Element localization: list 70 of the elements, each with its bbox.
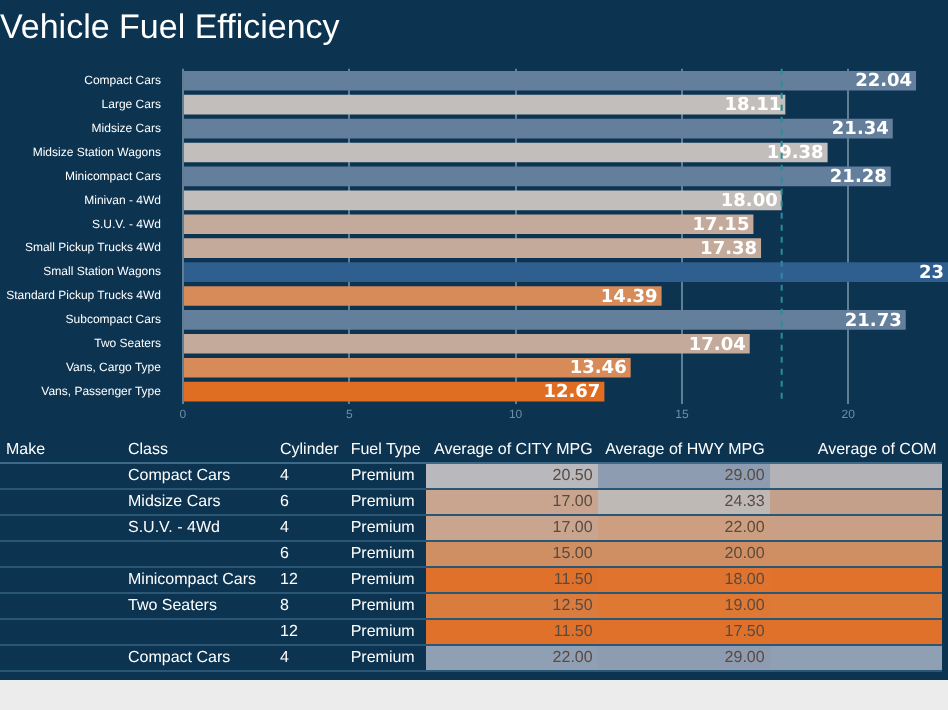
text: 15.00 <box>552 544 593 562</box>
text: 4 <box>280 466 289 484</box>
category-label: Average of HWY MPG <box>598 438 771 463</box>
text: 17.00 <box>552 518 593 536</box>
data-label: 19.38 <box>766 144 824 165</box>
text: 18.00 <box>724 570 765 588</box>
text: Premium <box>350 544 415 562</box>
bar <box>183 357 631 378</box>
text: 20.50 <box>552 466 593 484</box>
text: 12.50 <box>552 596 593 614</box>
data-label: 17.15 <box>692 215 750 236</box>
category-label: Class <box>122 438 274 463</box>
text: 6 <box>280 492 289 510</box>
text: 20.00 <box>724 544 765 562</box>
text: 4 <box>280 648 289 666</box>
text: Premium <box>350 622 415 640</box>
bar <box>183 381 605 402</box>
category-label: Make <box>0 438 122 463</box>
text: 29.00 <box>724 466 765 484</box>
text: 22.00 <box>724 518 765 536</box>
data-label: 17.04 <box>688 335 746 356</box>
data-label: 21.73 <box>844 311 902 332</box>
category-label: Cylinder <box>274 438 345 463</box>
text: 29.00 <box>724 648 765 666</box>
text: Premium <box>350 492 415 510</box>
data-label: 22.04 <box>855 72 913 93</box>
text: 6 <box>280 544 289 562</box>
text: Premium <box>350 648 415 666</box>
text: Premium <box>350 570 415 588</box>
bar <box>183 94 786 115</box>
text: Compact Cars <box>128 648 231 666</box>
text: 17.00 <box>552 492 593 510</box>
bar <box>183 286 662 306</box>
data-label: 21.34 <box>831 120 889 141</box>
text: 22.00 <box>552 648 593 666</box>
text: 24.33 <box>724 492 765 510</box>
data-label: 14.39 <box>600 287 658 308</box>
bar <box>183 190 782 211</box>
data-label: 17.38 <box>700 239 758 260</box>
text: Two Seaters <box>128 596 217 614</box>
bar <box>183 142 828 163</box>
data-label: 13.46 <box>569 359 627 380</box>
text: 19.00 <box>724 596 765 614</box>
bar <box>183 262 948 282</box>
data-label: 18.00 <box>720 192 778 213</box>
chart-title: Vehicle Fuel Efficiency <box>0 7 341 46</box>
bar <box>183 334 750 354</box>
data-label: 21.28 <box>829 168 887 189</box>
text: Premium <box>350 466 415 484</box>
text: 11.50 <box>553 570 593 588</box>
data-label: 23 <box>918 263 944 284</box>
bar <box>183 238 762 258</box>
text: 12 <box>280 570 298 588</box>
text: 12 <box>280 622 298 640</box>
text: Premium <box>350 518 415 536</box>
data-label: 12.67 <box>543 383 601 404</box>
text: 17.50 <box>724 622 765 640</box>
text: Premium <box>350 596 415 614</box>
category-label: Average of CITY MPG <box>426 438 599 463</box>
text: Compact Cars <box>128 466 231 484</box>
text: Minicompact Cars <box>128 570 257 588</box>
text: 4 <box>280 518 289 536</box>
data-label: 18.11 <box>724 96 782 117</box>
category-label: Fuel Type <box>344 438 427 463</box>
bar <box>183 214 754 235</box>
category-label: Average of COM <box>770 438 943 463</box>
text: Midsize Cars <box>128 492 221 510</box>
text: 11.50 <box>553 622 593 640</box>
text: S.U.V. - 4Wd <box>128 518 220 536</box>
text: 8 <box>280 596 289 614</box>
